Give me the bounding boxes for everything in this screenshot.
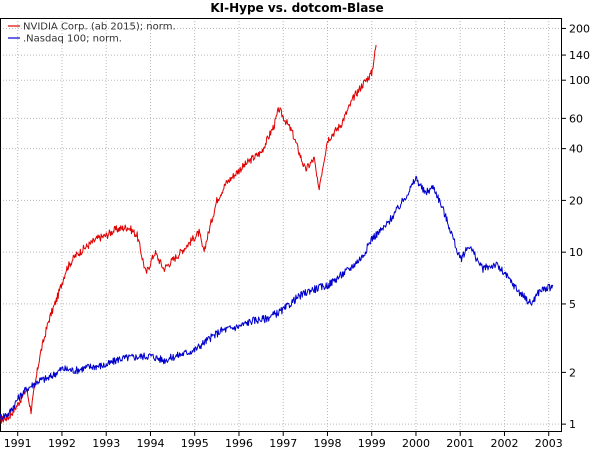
y-tick-label: 100 — [569, 74, 590, 87]
x-tick-label: 1996 — [225, 437, 253, 450]
x-axis: 1991 1992 1993 1994 1995 1996 1997 1998 1999 2000… — [4, 432, 563, 450]
y-axis: 1 2 5 10 20 40 60 100 140 200 — [562, 22, 590, 431]
y-tick-label: 2 — [569, 366, 576, 379]
plot-frame — [0, 18, 562, 432]
x-tick-label: 1995 — [181, 437, 209, 450]
y-tick-label: 20 — [569, 194, 583, 207]
x-tick-label: 2003 — [535, 437, 563, 450]
legend-label: NVIDIA Corp. (ab 2015); norm. — [23, 22, 176, 33]
legend: NVIDIA Corp. (ab 2015); norm..Nasdaq 100… — [8, 22, 176, 45]
x-tick-label: 1992 — [48, 437, 76, 450]
y-tick-label: 10 — [569, 246, 583, 259]
x-tick-label: 1999 — [358, 437, 386, 450]
x-tick-label: 1997 — [269, 437, 297, 450]
y-tick-label: 60 — [569, 112, 583, 125]
y-tick-label: 140 — [569, 49, 590, 62]
series-layer — [0, 45, 554, 424]
x-tick-label: 2000 — [402, 437, 430, 450]
x-tick-label: 1993 — [92, 437, 120, 450]
x-tick-label: 2001 — [446, 437, 474, 450]
legend-label: .Nasdaq 100; norm. — [23, 34, 122, 45]
y-tick-label: 5 — [569, 298, 576, 311]
series-line-1 — [0, 175, 554, 421]
y-tick-label: 1 — [569, 418, 576, 431]
x-tick-label: 1994 — [136, 437, 164, 450]
y-tick-label: 40 — [569, 143, 583, 156]
chart-title: KI-Hype vs. dotcom-Blase — [210, 1, 383, 15]
x-tick-label: 1991 — [4, 437, 32, 450]
series-line-0 — [0, 45, 377, 424]
x-tick-label: 1998 — [313, 437, 341, 450]
x-tick-label: 2002 — [490, 437, 518, 450]
grid — [0, 18, 562, 432]
y-tick-label: 200 — [569, 22, 590, 35]
